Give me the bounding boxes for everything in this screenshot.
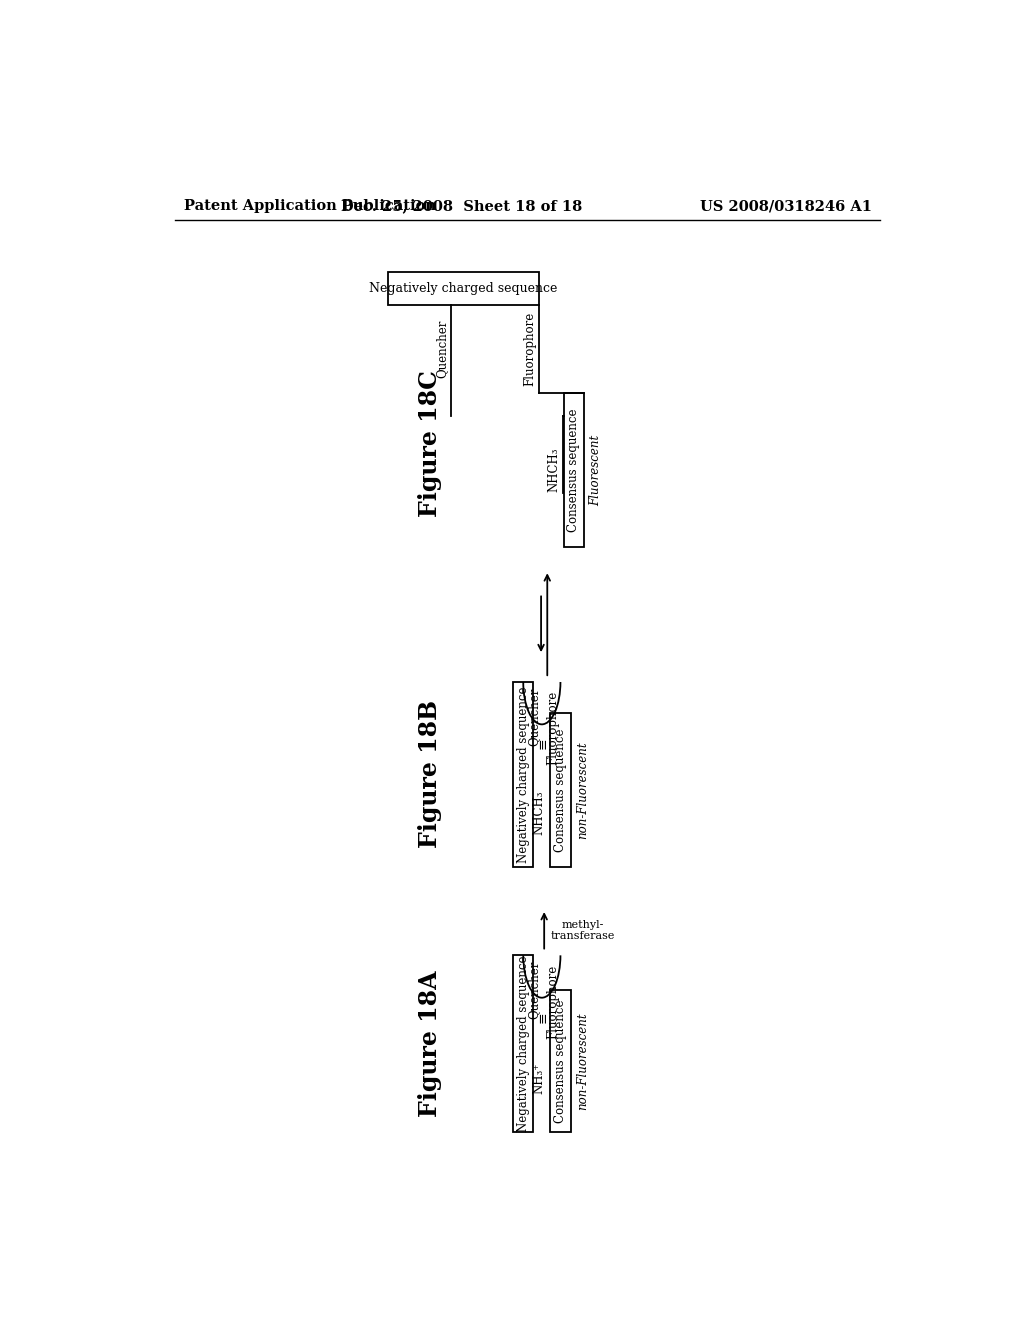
Text: Quencher: Quencher: [527, 688, 541, 746]
Text: ≡: ≡: [536, 738, 550, 750]
Text: Consensus sequence: Consensus sequence: [554, 999, 567, 1123]
Text: non-Fluorescent: non-Fluorescent: [577, 1012, 590, 1110]
Bar: [388, 272, 539, 305]
Bar: [513, 956, 534, 1133]
Text: methyl-
transferase: methyl- transferase: [550, 920, 614, 941]
Text: NHCH₃: NHCH₃: [532, 791, 545, 836]
Text: Quencher: Quencher: [435, 319, 449, 378]
Text: Negatively charged sequence: Negatively charged sequence: [517, 686, 529, 863]
Text: Consensus sequence: Consensus sequence: [554, 729, 567, 851]
Text: Dec. 25, 2008  Sheet 18 of 18: Dec. 25, 2008 Sheet 18 of 18: [341, 199, 582, 213]
Text: Figure 18A: Figure 18A: [418, 970, 442, 1117]
Text: Negatively charged sequence: Negatively charged sequence: [369, 282, 557, 296]
Text: US 2008/0318246 A1: US 2008/0318246 A1: [700, 199, 872, 213]
Text: Fluorophore: Fluorophore: [546, 692, 559, 766]
Bar: [513, 682, 534, 867]
Text: Figure 18B: Figure 18B: [418, 701, 442, 849]
Text: ≡: ≡: [536, 1011, 550, 1023]
Text: Patent Application Publication: Patent Application Publication: [183, 199, 436, 213]
Text: NHCH₃: NHCH₃: [547, 447, 560, 492]
Text: Fluorescent: Fluorescent: [590, 434, 602, 506]
Text: non-Fluorescent: non-Fluorescent: [577, 741, 590, 838]
Bar: [550, 990, 570, 1133]
Text: Fluorophore: Fluorophore: [546, 965, 559, 1039]
Text: Quencher: Quencher: [527, 961, 541, 1019]
Text: Negatively charged sequence: Negatively charged sequence: [517, 956, 529, 1133]
Text: NH₃⁺: NH₃⁺: [532, 1063, 545, 1094]
Text: Figure 18C: Figure 18C: [418, 370, 442, 516]
Text: Fluorophore: Fluorophore: [523, 312, 536, 387]
Bar: [550, 713, 570, 867]
Bar: [563, 393, 584, 548]
Text: Consensus sequence: Consensus sequence: [567, 408, 581, 532]
